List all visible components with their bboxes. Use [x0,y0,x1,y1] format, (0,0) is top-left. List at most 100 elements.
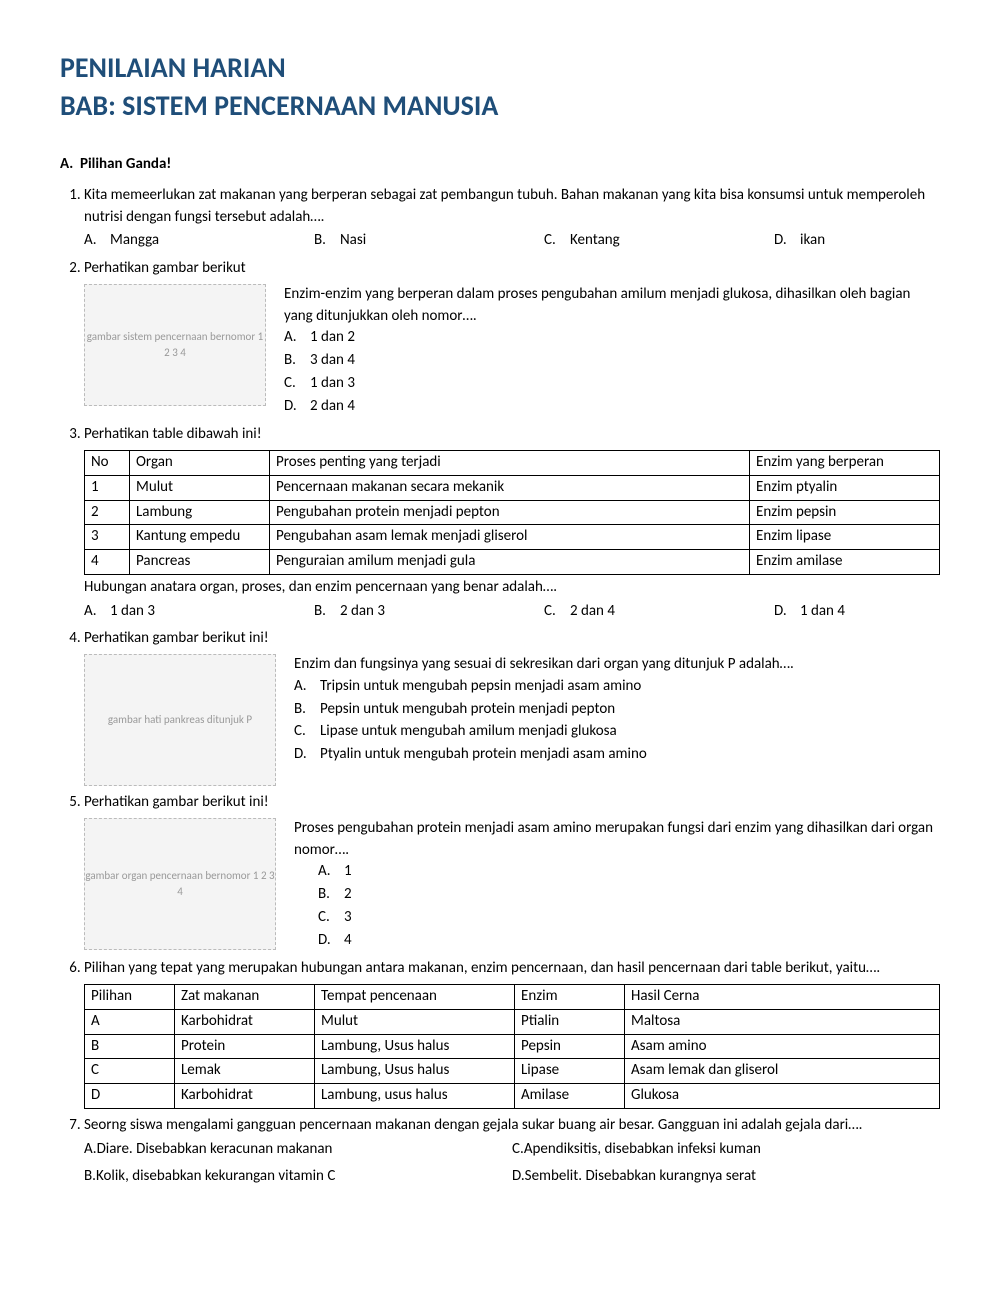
opt-letter: C. [512,1140,524,1158]
q5-opt-c: 3 [344,907,352,929]
q7-opt-a: Diare. Disebabkan keracunan makanan [97,1140,333,1158]
cell: Pencernaan makanan secara mekanik [270,475,750,500]
q3-h1: Organ [130,451,270,476]
q2-opt-a: 1 dan 2 [310,327,355,349]
table-row: BProteinLambung, Usus halusPepsinAsam am… [85,1034,940,1059]
title-line-1: PENILAIAN HARIAN [60,50,940,86]
cell: Maltosa [625,1009,940,1034]
table-row: 3Kantung empeduPengubahan asam lemak men… [85,525,940,550]
q2-body: Enzim-enzim yang berperan dalam proses p… [284,284,940,328]
cell: Enzim ptyalin [750,475,940,500]
cell: Enzim [515,985,625,1010]
q5-opt-a: 1 [344,861,352,883]
q5-opt-d: 4 [344,930,352,952]
q4-opt-c: Lipase untuk mengubah amilum menjadi glu… [320,721,617,743]
cell: Mulut [130,475,270,500]
opt-letter: A. [84,1140,97,1158]
cell: Karbohidrat [175,1084,315,1109]
cell: 1 [85,475,130,500]
q3-opt-b: 2 dan 3 [340,601,385,623]
q1-opt-b: Nasi [340,230,366,252]
opt-letter: D. [318,930,344,952]
q5-text: Perhatikan gambar berikut ini! [84,793,269,811]
opt-letter: A. [284,327,310,349]
cell: D [85,1084,175,1109]
cell: 2 [85,500,130,525]
table-row: Pilihan Zat makanan Tempat pencenaan Enz… [85,985,940,1010]
q3-opt-d: 1 dan 4 [800,601,845,623]
q4-body: Enzim dan fungsinya yang sesuai di sekre… [294,654,940,676]
cell: Lipase [515,1059,625,1084]
q4-opt-d: Ptyalin untuk mengubah protein menjadi a… [320,744,647,766]
q3-opt-c: 2 dan 4 [570,601,615,623]
question-5: Perhatikan gambar berikut ini! gambar or… [84,792,940,952]
table-row: DKarbohidratLambung, usus halusAmilaseGl… [85,1084,940,1109]
table-row: CLemakLambung, Usus halusLipaseAsam lema… [85,1059,940,1084]
cell: Asam lemak dan gliserol [625,1059,940,1084]
cell: Enzim pepsin [750,500,940,525]
opt-letter: B. [314,230,340,252]
question-list: Kita memeerlukan zat makanan yang berper… [60,185,940,1188]
cell: 4 [85,550,130,575]
cell: Mulut [315,1009,515,1034]
cell: Pengubahan asam lemak menjadi gliserol [270,525,750,550]
cell: Tempat pencenaan [315,985,515,1010]
q4-text: Perhatikan gambar berikut ini! [84,629,269,647]
cell: Kantung empedu [130,525,270,550]
opt-letter: A. [84,230,110,252]
q5-opt-b: 2 [344,884,352,906]
cell: Lambung, Usus halus [315,1034,515,1059]
cell: Lemak [175,1059,315,1084]
section-a-heading: A. Pilihan Ganda! [60,155,940,173]
cell: Zat makanan [175,985,315,1010]
cell: Protein [175,1034,315,1059]
opt-letter: D. [284,396,310,418]
cell: Glukosa [625,1084,940,1109]
cell: Lambung, usus halus [315,1084,515,1109]
q2-opt-d: 2 dan 4 [310,396,355,418]
cell: C [85,1059,175,1084]
opt-letter: C. [544,601,570,623]
cell: Lambung [130,500,270,525]
q5-image: gambar organ pencernaan bernomor 1 2 3 4 [84,818,276,950]
q2-opt-c: 1 dan 3 [310,373,355,395]
opt-letter: A. [318,861,344,883]
cell: Asam amino [625,1034,940,1059]
q3-after: Hubungan anatara organ, proses, dan enzi… [84,577,940,599]
q7-text: Seorng siswa mengalami gangguan pencerna… [84,1116,862,1134]
q1-opt-a: Mangga [110,230,159,252]
question-4: Perhatikan gambar berikut ini! gambar ha… [84,628,940,786]
opt-letter: A. [84,601,110,623]
table-row: AKarbohidratMulutPtialinMaltosa [85,1009,940,1034]
cell: Pengubahan protein menjadi pepton [270,500,750,525]
q2-opt-b: 3 dan 4 [310,350,355,372]
q5-body: Proses pengubahan protein menjadi asam a… [294,818,940,862]
question-1: Kita memeerlukan zat makanan yang berper… [84,185,940,252]
opt-letter: B. [294,699,320,721]
cell: Lambung, Usus halus [315,1059,515,1084]
opt-letter: C. [318,907,344,929]
cell: Penguraian amilum menjadi gula [270,550,750,575]
q3-h0: No [85,451,130,476]
opt-letter: C. [294,721,320,743]
q4-opt-a: Tripsin untuk mengubah pepsin menjadi as… [320,676,641,698]
opt-letter: A. [294,676,320,698]
cell: Pancreas [130,550,270,575]
q4-image: gambar hati pankreas ditunjuk P [84,654,276,786]
q2-image: gambar sistem pencernaan bernomor 1 2 3 … [84,284,266,406]
q4-opt-b: Pepsin untuk mengubah protein menjadi pe… [320,699,615,721]
q3-table: No Organ Proses penting yang terjadi Enz… [84,450,940,575]
q2-text: Perhatikan gambar berikut [84,259,246,277]
table-row: 4PancreasPenguraian amilum menjadi gulaE… [85,550,940,575]
opt-letter: C. [284,373,310,395]
q3-text: Perhatikan table dibawah ini! [84,425,262,443]
table-row: No Organ Proses penting yang terjadi Enz… [85,451,940,476]
opt-letter: D. [774,230,800,252]
cell: 3 [85,525,130,550]
q3-h3: Enzim yang berperan [750,451,940,476]
cell: Pilihan [85,985,175,1010]
cell: Enzim lipase [750,525,940,550]
opt-letter: D. [512,1167,525,1185]
cell: Pepsin [515,1034,625,1059]
question-3: Perhatikan table dibawah ini! No Organ P… [84,424,940,622]
